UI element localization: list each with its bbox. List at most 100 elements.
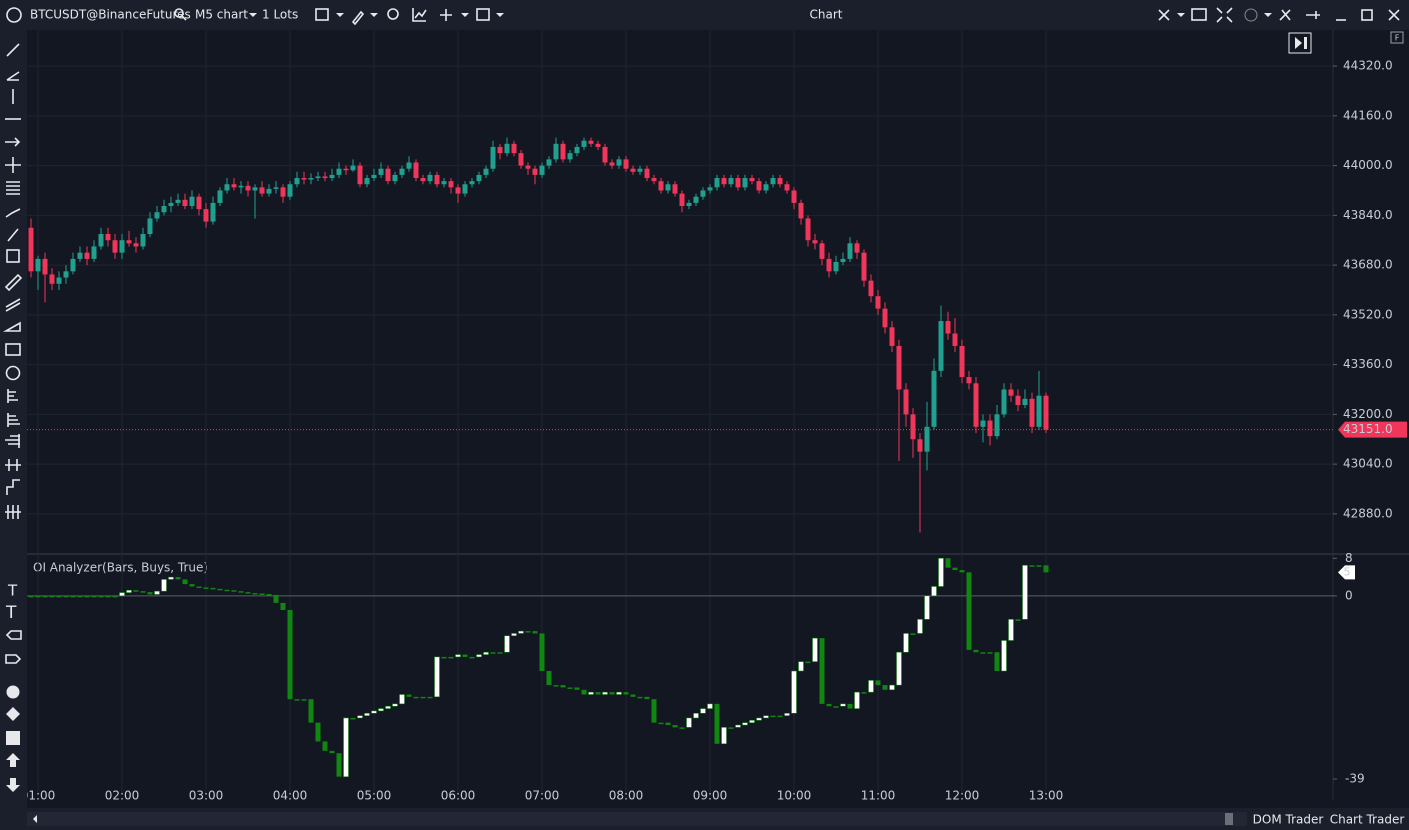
tool-channel[interactable] [5,298,21,312]
x-tick-label: 12:00 [945,789,980,803]
dropdown-arrow[interactable] [496,13,504,17]
oi-bar [917,619,923,634]
oi-bar [707,703,713,709]
dropdown-arrow[interactable] [336,13,344,17]
search-icon[interactable] [174,8,184,18]
tool-cycles[interactable] [5,505,21,519]
scroll-to-end-button[interactable] [1288,32,1312,54]
crosshair-icon[interactable] [440,9,452,21]
tool-polyline[interactable] [5,208,21,218]
oi-bar [532,631,538,634]
oi-bar [553,685,559,687]
template-icon[interactable] [315,8,329,21]
tool-brush[interactable] [6,249,20,263]
symbol-selector[interactable]: BTCUSDT@BinanceFutures [30,8,191,22]
y-tick-label: 42880.0 [1343,506,1393,520]
indicator-icon[interactable] [412,8,427,22]
oi-bar [448,656,454,659]
tool-fib-time[interactable] [5,434,20,448]
oi-bar [847,703,853,709]
window-icon[interactable] [476,8,490,21]
tool-price-label[interactable] [5,630,22,640]
tool-fib-fan[interactable] [7,413,20,427]
candle-body [616,159,622,166]
oi-bar [539,633,545,672]
candle-body [399,168,405,175]
tool-callout[interactable] [5,654,22,664]
tool-pen[interactable] [7,228,19,242]
dropdown-arrow[interactable] [1264,13,1272,17]
tool-diamond[interactable] [6,707,20,721]
dropdown-arrow[interactable] [370,13,378,17]
candle-body [1043,395,1049,430]
candle-body [448,181,454,188]
lots-selector[interactable]: 1 Lots [262,8,298,22]
candle-body [700,190,706,197]
close-button[interactable] [1388,9,1400,21]
tool-trendline[interactable] [6,43,20,57]
candle-body [833,261,839,272]
oi-bar [343,717,349,777]
maximize-button[interactable] [1361,9,1373,21]
dropdown-arrow[interactable] [249,13,257,17]
scroll-left[interactable] [33,815,37,823]
oi-bar [987,652,993,654]
candle-body [728,178,734,185]
oi-bar [385,705,391,709]
fullscreen-icon[interactable] [1216,7,1233,23]
horizontal-scrollbar[interactable] [27,812,1247,826]
timeframe-selector[interactable]: M5 chart [195,8,248,22]
tool-text[interactable]: T [5,603,17,623]
oi-bar [462,654,468,657]
candle-body [707,187,713,191]
scroll-thumb[interactable] [1225,813,1233,825]
tool-text-label[interactable]: T [7,582,18,600]
tool-cross[interactable] [5,157,21,173]
candle-body [203,209,209,222]
tool-triangle[interactable] [2,321,21,332]
tool-arrow-down[interactable] [6,778,20,792]
link-icon[interactable] [1158,9,1170,21]
oi-bar [630,694,636,697]
pin-icon[interactable] [1306,11,1320,19]
candle-body [1029,398,1035,427]
zoom-icon[interactable] [387,8,399,20]
oi-bar [812,637,818,662]
dropdown-arrow[interactable] [1177,13,1185,17]
tool-dot[interactable] [6,685,20,699]
tool-ellipse[interactable] [5,365,21,381]
oi-bar [336,753,342,777]
status-icon[interactable] [1244,8,1258,22]
tool-ruler[interactable] [4,273,23,292]
dropdown-arrow[interactable] [461,13,469,17]
candle-body [721,178,727,185]
fix-scale-button[interactable] [1390,31,1404,44]
tool-arrow-up[interactable] [6,753,20,767]
tool-gann[interactable] [7,389,18,403]
tool-angle[interactable] [6,71,20,81]
tool-step[interactable] [6,479,20,495]
app-logo [6,7,22,23]
screenshot-icon[interactable] [1191,8,1207,21]
oi-bar [322,741,328,751]
tool-square[interactable] [6,731,20,745]
dom-trader-tab[interactable]: DOM Trader [1253,813,1324,827]
oi-bar [371,710,377,714]
oi-bar [406,694,412,697]
oi-bar [154,590,160,595]
draw-icon[interactable] [351,10,365,26]
oi-bar [294,699,300,701]
tools-icon[interactable] [1279,9,1291,21]
tool-pitchfork[interactable] [5,459,21,471]
tool-rectangle[interactable] [5,343,21,356]
candle-body [868,280,874,297]
x-tick-label: 04:00 [273,789,308,803]
candle-body [903,389,909,415]
candle-body [49,274,55,284]
chart-trader-tab[interactable]: Chart Trader [1330,813,1405,827]
tool-ray[interactable] [5,137,21,147]
oi-bar [266,593,272,596]
tool-fibonacci[interactable] [6,181,20,195]
